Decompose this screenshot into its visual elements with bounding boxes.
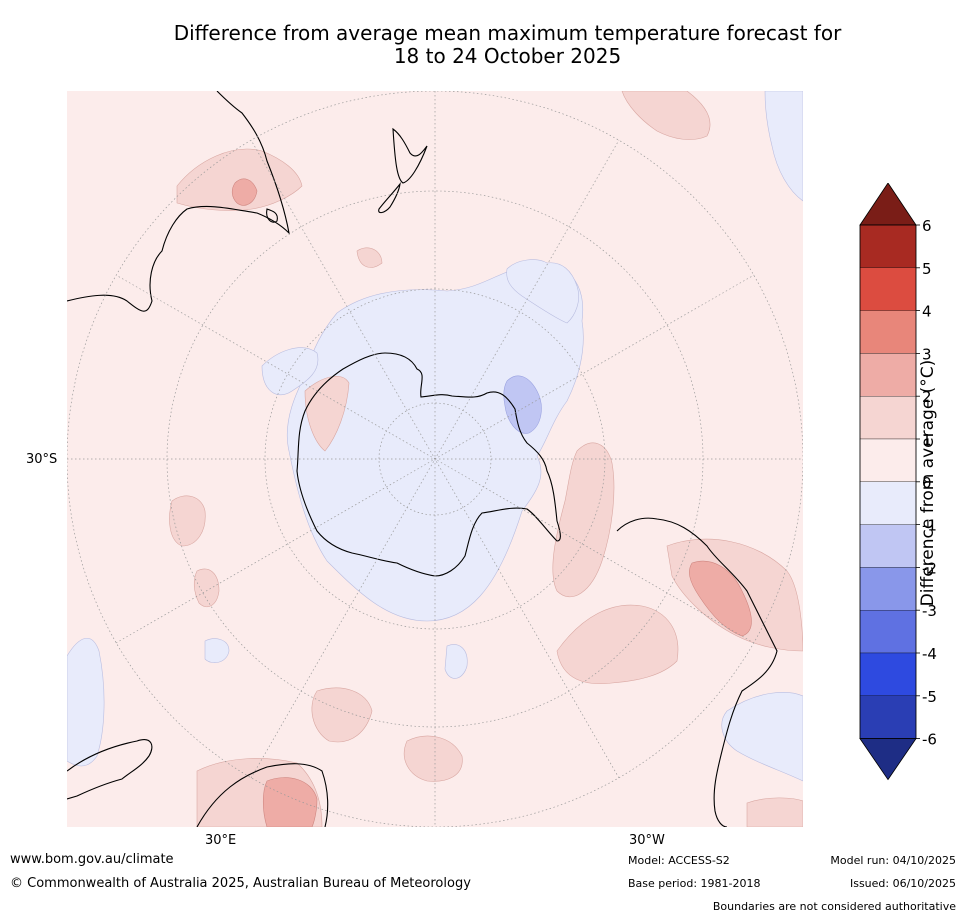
coastline-south-africa (196, 763, 329, 827)
latitude-circle-50s (264, 288, 606, 630)
colorbar-bin (859, 396, 917, 440)
footer-disclaimer: Boundaries are not considered authoritat… (712, 900, 956, 913)
colorbar-bin (859, 310, 917, 354)
coastline-south-america (616, 517, 778, 827)
colorbar-bin (859, 481, 917, 525)
colorbar-under-arrow (859, 738, 917, 781)
colorbar-bin (859, 224, 917, 268)
colorbar-tick-label: 5 (922, 260, 932, 278)
warm-region-2-to-3-africa (262, 777, 318, 827)
warm-region-south-pacific-small (356, 247, 383, 268)
title-line-2: 18 to 24 October 2025 (393, 44, 622, 68)
colorbar-title: Difference from average (°C) (918, 359, 938, 607)
warm-region-top-right (621, 91, 711, 140)
colorbar-over-arrow (859, 183, 917, 226)
title-line-1: Difference from average mean maximum tem… (173, 21, 842, 45)
colorbar-tick-label: 6 (922, 217, 932, 235)
warm-region-indian-ocean-4 (403, 735, 463, 782)
longitude-label-30w: 30°W (629, 833, 665, 848)
coastline-new-zealand-south (378, 182, 401, 214)
cool-region-top-right-corner (764, 91, 803, 202)
polar-map[interactable] (67, 91, 803, 827)
colorbar-tick-label: 1 (922, 431, 932, 449)
warm-region-south-atlantic (552, 442, 615, 598)
colorbar-bin (859, 610, 917, 654)
graticule (67, 91, 803, 827)
colorbar-tick-label: -6 (922, 731, 937, 749)
meridian-60w (115, 274, 755, 644)
coastline-new-zealand-north (392, 127, 428, 184)
cool-region-ross-sea (261, 347, 319, 396)
footer-copyright: © Commonwealth of Australia 2025, Austra… (10, 876, 471, 891)
cool-region-left-edge (67, 638, 105, 767)
colorbar-tick-label: 2 (922, 388, 932, 406)
colorbar-bin (859, 353, 917, 397)
colorbar-bin (859, 567, 917, 611)
colorbar-tick-label: 0 (922, 474, 932, 492)
footer-model-run: Model run: 04/10/2025 (830, 854, 956, 867)
coastlines (67, 91, 778, 827)
colorbar-bin (859, 524, 917, 568)
coastline-tasmania (266, 208, 278, 223)
colorbar: 6 5 4 3 2 1 0 -1 -2 -3 -4 -5 -6 (859, 183, 937, 781)
coastline-antarctica (296, 352, 561, 577)
cool-region-weddell-extension (506, 259, 579, 324)
colorbar-tick-label: 3 (922, 345, 932, 363)
longitude-label-30e: 30°E (205, 833, 237, 848)
colorbar-tick-label: 4 (922, 303, 932, 321)
footer-website[interactable]: www.bom.gov.au/climate (10, 852, 174, 867)
footer-base-period: Base period: 1981-2018 (628, 877, 761, 890)
cool-region-weddell-core (503, 375, 542, 434)
colorbar-tick-label: -2 (922, 559, 937, 577)
warm-region-indian-ocean-1 (169, 495, 206, 547)
warm-region-bottom-right (746, 797, 803, 827)
warm-region-south-atlantic-band (556, 604, 679, 685)
footer-model: Model: ACCESS-S2 (628, 854, 730, 867)
warm-region-indian-ocean-2 (193, 568, 220, 607)
map-title: Difference from average mean maximum tem… (0, 22, 965, 68)
colorbar-tick-label: -1 (922, 517, 937, 535)
cool-region-bottom-right (721, 692, 803, 782)
colorbar-bin (859, 652, 917, 696)
coastline-australia (67, 91, 290, 312)
colorbar-tick-label: -3 (922, 602, 937, 620)
colorbar-bin (859, 695, 917, 739)
colorbar-tick-label: -5 (922, 688, 937, 706)
footer-issued: Issued: 06/10/2025 (849, 877, 956, 890)
cool-region-south-atlantic-small (444, 644, 468, 679)
warm-region-2-to-3-south-america (689, 560, 752, 637)
colorbar-tick-label: -4 (922, 645, 937, 663)
colorbar-bin (859, 438, 917, 482)
warm-region-indian-ocean-3 (311, 687, 373, 743)
coastline-africa (67, 739, 153, 800)
cool-region-indian-ocean-small (204, 638, 230, 664)
warm-region-2-to-3-north-australia (231, 178, 258, 206)
latitude-label-30s: 30°S (26, 452, 58, 467)
colorbar-bin (859, 267, 917, 311)
